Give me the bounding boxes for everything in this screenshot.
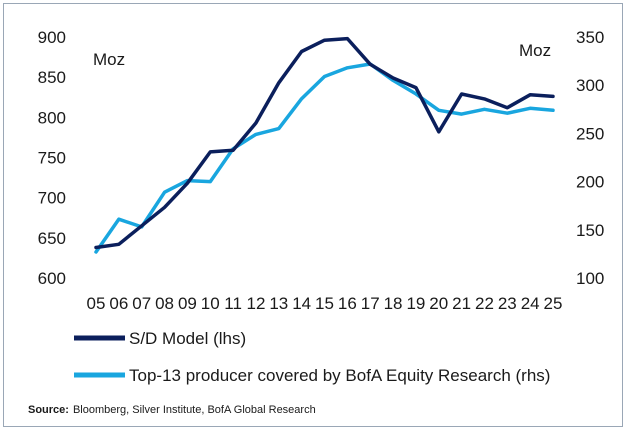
x-tick-label: 16 bbox=[338, 294, 357, 313]
legend-label-top13-producer: Top-13 producer covered by BofA Equity R… bbox=[129, 366, 550, 385]
source-note: Source: Bloomberg, Silver Institute, BofA… bbox=[28, 404, 316, 416]
left-tick-label: 600 bbox=[38, 269, 66, 288]
x-tick-label: 09 bbox=[178, 294, 197, 313]
left-tick-label: 750 bbox=[38, 149, 66, 168]
x-tick-label: 18 bbox=[384, 294, 403, 313]
chart-frame: 900 850 800 750 700 650 600 350 300 250 200 150 100… bbox=[3, 3, 623, 427]
x-tick-label: 24 bbox=[521, 294, 540, 313]
left-tick-label: 700 bbox=[38, 189, 66, 208]
x-tick-label: 23 bbox=[498, 294, 517, 313]
x-tick-label: 10 bbox=[201, 294, 220, 313]
left-axis-unit: Moz bbox=[93, 50, 125, 69]
x-tick-label: 12 bbox=[246, 294, 265, 313]
x-tick-label: 13 bbox=[269, 294, 288, 313]
right-axis-ticks: 350 300 250 200 150 100 bbox=[576, 28, 604, 288]
legend-label-sd-model: S/D Model (lhs) bbox=[129, 329, 246, 348]
left-tick-label: 850 bbox=[38, 68, 66, 87]
x-tick-label: 08 bbox=[155, 294, 174, 313]
x-tick-label: 07 bbox=[132, 294, 151, 313]
x-tick-label: 17 bbox=[361, 294, 380, 313]
x-tick-label: 19 bbox=[406, 294, 425, 313]
legend: S/D Model (lhs) Top-13 producer covered … bbox=[74, 329, 550, 385]
right-tick-label: 150 bbox=[576, 221, 604, 240]
right-tick-label: 100 bbox=[576, 269, 604, 288]
series-line-sd-model bbox=[94, 36, 555, 250]
right-tick-label: 200 bbox=[576, 173, 604, 192]
source-label: Source: bbox=[28, 404, 69, 416]
left-tick-label: 650 bbox=[38, 229, 66, 248]
x-tick-label: 15 bbox=[315, 294, 334, 313]
right-tick-label: 250 bbox=[576, 124, 604, 143]
x-axis-ticks: 05 06 07 08 09 10 11 12 13 14 15 16 17 18 19 20 21 22 23 24… bbox=[87, 294, 563, 313]
x-tick-label: 21 bbox=[452, 294, 471, 313]
left-tick-label: 900 bbox=[38, 28, 66, 47]
left-axis-ticks: 900 850 800 750 700 650 600 bbox=[38, 28, 66, 288]
x-tick-label: 14 bbox=[292, 294, 311, 313]
left-tick-label: 800 bbox=[38, 108, 66, 127]
right-tick-label: 300 bbox=[576, 76, 604, 95]
right-tick-label: 350 bbox=[576, 28, 604, 47]
x-tick-label: 25 bbox=[544, 294, 563, 313]
source-text: Bloomberg, Silver Institute, BofA Global… bbox=[72, 404, 316, 416]
x-tick-label: 05 bbox=[87, 294, 106, 313]
right-axis-unit: Moz bbox=[519, 41, 551, 60]
x-tick-label: 06 bbox=[109, 294, 128, 313]
series-line-top13-producer bbox=[94, 62, 555, 254]
x-tick-label: 22 bbox=[475, 294, 494, 313]
x-tick-label: 11 bbox=[224, 294, 242, 313]
series-lines bbox=[94, 36, 555, 254]
x-tick-label: 20 bbox=[429, 294, 448, 313]
